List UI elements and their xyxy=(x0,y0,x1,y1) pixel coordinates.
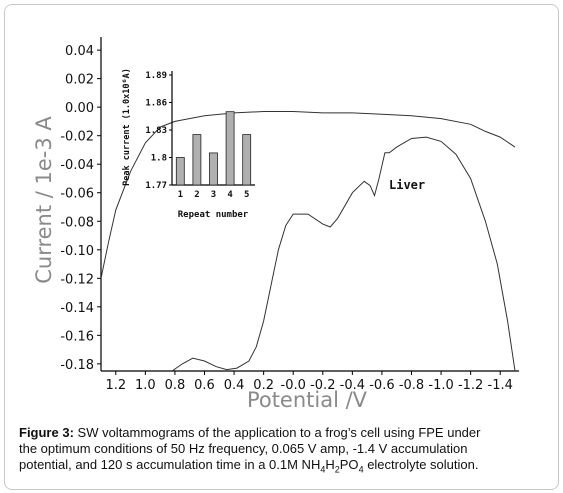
y-tick-label: -0.10 xyxy=(60,244,94,259)
y-tick-label: -0.18 xyxy=(60,358,94,373)
liver-sample-curve xyxy=(171,136,516,371)
x-tick-label: -0.0 xyxy=(281,378,306,393)
x-tick-label: -1.0 xyxy=(428,378,453,393)
x-tick-label: -1.4 xyxy=(488,378,513,393)
voltammogram-chart: 0.040.020.00-0.02-0.04-0.06-0.08-0.10-0.… xyxy=(32,37,519,412)
caption-line3-pre: potential, and 120 s accumulation time i… xyxy=(19,457,321,472)
x-tick-label: 0.4 xyxy=(224,378,245,393)
background-curve xyxy=(101,111,516,279)
caption-sub3: 4 xyxy=(358,464,364,475)
caption-line1: SW voltammograms of the application to a… xyxy=(73,425,481,440)
y-tick-label: 0.00 xyxy=(65,101,94,116)
y-tick-label: 0.02 xyxy=(65,73,94,88)
inset-bars xyxy=(175,111,252,186)
caption-label: Figure 3: xyxy=(19,425,74,440)
inset-y-tick-label: 1.89 xyxy=(145,71,167,81)
inset-bar xyxy=(242,134,252,186)
inset-ticks: 1.77 1.8 1.83 1.86 1.89 1 2 3 4 5 xyxy=(145,71,249,200)
inset-x-tick-label: 2 xyxy=(194,190,199,200)
y-tick-label: -0.06 xyxy=(60,187,94,202)
x-tick-label: 1.0 xyxy=(135,378,156,393)
caption-line3-post: electrolyte solution. xyxy=(363,457,479,472)
inset-y-tick-label: 1.83 xyxy=(145,126,167,136)
y-tick-label: -0.04 xyxy=(60,158,94,173)
y-tick-label: -0.02 xyxy=(60,130,94,145)
x-tick-label: -1.2 xyxy=(458,378,483,393)
x-tick-label: -0.2 xyxy=(310,378,335,393)
x-tick-label: -0.8 xyxy=(399,378,424,393)
figure-caption: Figure 3: SW voltammograms of the applic… xyxy=(19,425,551,475)
inset-x-axis-label: Repeat number xyxy=(178,210,249,220)
inset-bar xyxy=(192,134,202,186)
inset-x-tick-label: 5 xyxy=(244,190,249,200)
inset-y-axis-label: Peak current (1.0x10⁶A) xyxy=(122,68,132,186)
inset-bar xyxy=(175,157,185,186)
caption-mid2: PO xyxy=(339,457,359,472)
inset-bar xyxy=(225,111,235,186)
inset-y-tick-label: 1.77 xyxy=(145,181,167,191)
inset-x-tick-label: 4 xyxy=(227,190,233,200)
inset-x-tick-label: 3 xyxy=(211,190,216,200)
caption-sub1: 4 xyxy=(320,464,326,475)
inset-bar xyxy=(209,152,218,186)
y-tick-label: -0.08 xyxy=(60,215,94,230)
y-tick-label: 0.04 xyxy=(65,44,94,59)
inset-x-tick-label: 1 xyxy=(178,190,183,200)
main-plot-curves xyxy=(101,111,516,371)
inset-y-tick-label: 1.8 xyxy=(151,154,167,164)
x-tick-label: 0.8 xyxy=(165,378,186,393)
x-tick-label: -0.4 xyxy=(340,378,365,393)
main-y-axis-label: Current / 1e-3 A xyxy=(32,116,56,284)
main-plot-ticks: 0.040.020.00-0.02-0.04-0.06-0.08-0.10-0.… xyxy=(60,44,513,393)
x-tick-label: 0.2 xyxy=(253,378,274,393)
caption-line2: the optimum conditions of 50 Hz frequenc… xyxy=(19,441,468,456)
x-tick-label: -0.6 xyxy=(369,378,394,393)
liver-annotation: Liver xyxy=(389,178,425,192)
y-tick-label: -0.16 xyxy=(60,329,94,344)
x-tick-label: 0.6 xyxy=(194,378,215,393)
inset-y-tick-label: 1.86 xyxy=(145,99,167,109)
x-tick-label: 1.2 xyxy=(105,378,126,393)
inset-bar-chart: 1.77 1.8 1.83 1.86 1.89 1 2 3 4 5 Peak current (1… xyxy=(122,68,255,220)
main-x-axis-label: Potential /V xyxy=(247,388,368,412)
figure-frame: 0.04 0.02 0.00 -0.02 -0.04 -0.06 -0.08 -0.10 -0.… xyxy=(4,4,559,490)
caption-sub2: 2 xyxy=(334,464,340,475)
caption-mid1: H xyxy=(325,457,335,472)
y-tick-label: -0.14 xyxy=(60,301,94,316)
y-tick-label: -0.12 xyxy=(60,272,94,287)
main-plot-axes xyxy=(100,37,519,372)
